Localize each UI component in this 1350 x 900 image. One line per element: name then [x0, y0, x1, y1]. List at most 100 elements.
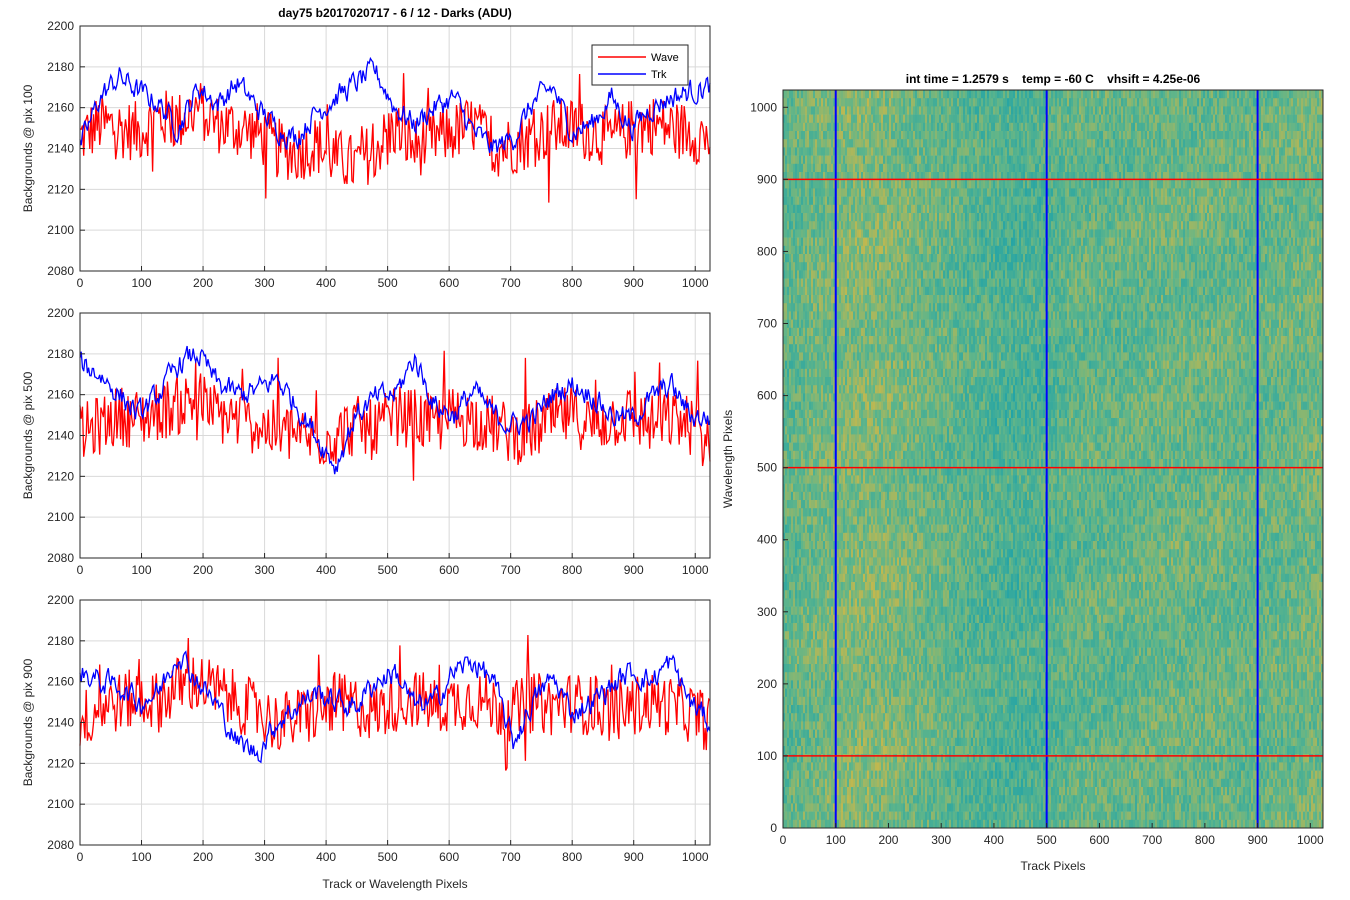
heatmap-cell	[815, 442, 818, 452]
heatmap-cell	[829, 385, 832, 394]
heatmap-cell	[803, 770, 806, 780]
heatmap-cell	[845, 286, 848, 296]
heatmap-cell	[823, 98, 826, 107]
heatmap-cell	[817, 180, 820, 189]
heatmap-cell	[831, 155, 834, 165]
heatmap-cell	[803, 442, 806, 452]
heatmap-cell	[839, 565, 842, 575]
heatmap-cell	[815, 155, 818, 165]
heatmap-cell	[833, 368, 836, 378]
heatmap-cell	[879, 516, 882, 525]
heatmap-cell	[843, 393, 846, 402]
heatmap-cell	[867, 459, 870, 468]
heatmap-cell	[815, 705, 818, 714]
heatmap-cell	[867, 286, 870, 296]
heatmap-cell	[881, 155, 884, 165]
heatmap-cell	[867, 532, 870, 542]
heatmap-cell	[843, 541, 846, 550]
heatmap-cell	[883, 180, 886, 189]
heatmap-cell	[871, 147, 874, 156]
heatmap-cell	[783, 803, 786, 812]
heatmap-cell	[879, 746, 882, 755]
heatmap-cell	[787, 532, 790, 542]
heatmap-cell	[855, 90, 858, 99]
legend[interactable]: Wave Trk	[591, 44, 689, 86]
heatmap-cell	[873, 90, 876, 99]
heatmap-cell	[873, 811, 876, 821]
heatmap-cell	[819, 254, 822, 263]
heatmap-cell	[845, 705, 848, 714]
heatmap-cell	[867, 303, 870, 312]
heatmap-cell	[833, 639, 836, 648]
series-line-trk	[79, 345, 711, 475]
heatmap-cell	[837, 180, 840, 189]
heatmap-cell	[827, 352, 830, 361]
y-tick-label: 2100	[47, 510, 74, 524]
heatmap-cell	[849, 155, 852, 165]
heatmap-cell	[871, 344, 874, 353]
heatmap-cell	[801, 565, 804, 575]
heatmap-cell	[833, 245, 836, 255]
heatmap-cell	[809, 606, 812, 616]
heatmap-cell	[869, 303, 872, 312]
heatmap-cell	[883, 803, 886, 812]
heatmap-cell	[877, 336, 880, 345]
heatmap-cell	[819, 713, 822, 722]
heatmap-cell	[811, 770, 814, 780]
heatmap-cell	[837, 811, 840, 821]
heatmap-cell	[833, 590, 836, 599]
heatmap-cell	[849, 680, 852, 689]
heatmap-cell	[805, 803, 808, 812]
heatmap-cell	[845, 696, 848, 706]
heatmap-cell	[797, 623, 800, 632]
heatmap-cell	[813, 450, 816, 460]
heatmap-cell	[791, 172, 794, 181]
heatmap-cell	[881, 106, 884, 115]
heatmap-cell	[817, 590, 820, 599]
heatmap-cell	[871, 483, 874, 493]
heatmap-cell	[823, 188, 826, 197]
heatmap-cell	[799, 713, 802, 722]
heatmap-cell	[853, 762, 856, 771]
heatmap-cell	[861, 664, 864, 673]
heatmap-cell	[881, 254, 884, 263]
heatmap-cell	[839, 188, 842, 197]
heatmap-cell	[885, 459, 888, 468]
heatmap-cell	[787, 737, 790, 747]
heatmap-cell	[863, 213, 866, 222]
heatmap-cell	[821, 688, 824, 698]
heatmap-cell	[873, 565, 876, 575]
heatmap-cell	[817, 434, 820, 443]
heatmap-cell	[889, 311, 892, 320]
heatmap-cell	[875, 221, 878, 230]
heatmap-cell	[883, 360, 886, 370]
heatmap-cell	[861, 418, 864, 427]
heatmap-cell	[825, 270, 828, 279]
heatmap-cell	[801, 803, 804, 812]
heatmap-cell	[851, 664, 854, 673]
heatmap-cell	[841, 368, 844, 378]
heatmap-cell	[803, 639, 806, 648]
heatmap-cell	[783, 426, 786, 435]
heatmap-cell	[811, 573, 814, 583]
heatmap-cell	[797, 787, 800, 796]
heatmap-cell	[809, 336, 812, 345]
heatmap-cell	[789, 327, 792, 337]
heatmap-cell	[865, 549, 868, 558]
heatmap-cell	[861, 803, 864, 812]
heatmap-cell	[847, 508, 850, 517]
heatmap-cell	[871, 459, 874, 468]
heatmap-cell	[799, 729, 802, 739]
heatmap-cell	[837, 131, 840, 140]
heatmap-cell	[865, 90, 868, 99]
heatmap-cell	[885, 245, 888, 255]
heatmap-cell	[797, 762, 800, 771]
heatmap-cell	[789, 598, 792, 607]
heatmap-cell	[827, 139, 830, 148]
heatmap-cell	[789, 778, 792, 788]
heatmap-cell	[811, 746, 814, 755]
heatmap-cell	[811, 286, 814, 296]
heatmap-cell	[867, 204, 870, 214]
heatmap-cell	[845, 434, 848, 443]
heatmap-cell	[799, 442, 802, 452]
